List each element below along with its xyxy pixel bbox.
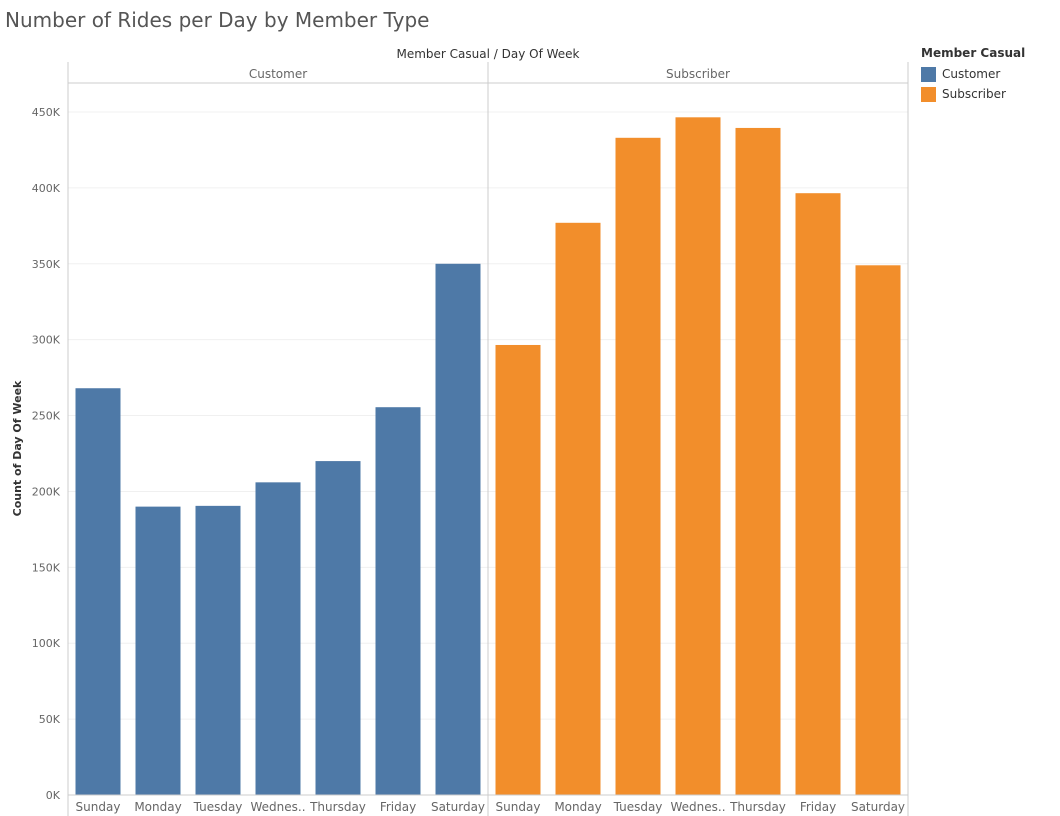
- x-tick-label: Wednes..: [250, 800, 305, 814]
- bar-customer-2: [195, 505, 241, 795]
- bar-subscriber-6: [855, 265, 901, 796]
- bar-customer-5: [375, 407, 421, 795]
- legend-title: Member Casual: [921, 46, 1026, 60]
- legend: Member Casual Customer Subscriber: [921, 46, 1025, 104]
- y-tick-label: 150K: [32, 561, 61, 574]
- bar-customer-1: [135, 506, 181, 795]
- x-tick-label: Sunday: [76, 800, 121, 814]
- y-tick-label: 350K: [32, 258, 61, 271]
- legend-item-subscriber[interactable]: Subscriber: [921, 84, 1025, 104]
- bar-customer-4: [315, 461, 361, 795]
- legend-swatch-customer: [921, 66, 936, 82]
- y-tick-label: 100K: [32, 637, 61, 650]
- x-tick-label: Thursday: [309, 800, 366, 814]
- bar-customer-6: [435, 263, 481, 795]
- x-tick-label: Friday: [380, 800, 416, 814]
- bar-customer-0: [75, 388, 121, 795]
- bar-customer-3: [255, 482, 301, 795]
- panel-header-customer: Customer: [249, 67, 307, 81]
- legend-label-customer: Customer: [942, 67, 1001, 81]
- x-tick-label: Saturday: [851, 800, 905, 814]
- x-tick-label: Wednes..: [670, 800, 725, 814]
- y-tick-label: 300K: [32, 334, 61, 347]
- legend-swatch-subscriber: [921, 86, 936, 102]
- y-tick-label: 250K: [32, 410, 61, 423]
- bar-subscriber-1: [555, 222, 601, 795]
- x-tick-label: Saturday: [431, 800, 485, 814]
- x-tick-label: Thursday: [729, 800, 786, 814]
- x-tick-label: Friday: [800, 800, 836, 814]
- bar-subscriber-5: [795, 193, 841, 795]
- legend-label-subscriber: Subscriber: [942, 87, 1006, 101]
- x-tick-label: Monday: [554, 800, 601, 814]
- x-tick-label: Tuesday: [193, 800, 243, 814]
- y-tick-label: 0K: [46, 789, 61, 802]
- legend-item-customer[interactable]: Customer: [921, 64, 1025, 84]
- bar-subscriber-2: [615, 137, 661, 795]
- chart-title: Number of Rides per Day by Member Type: [5, 8, 430, 32]
- y-tick-label: 450K: [32, 106, 61, 119]
- panel-header-subscriber: Subscriber: [666, 67, 730, 81]
- x-tick-label: Monday: [134, 800, 181, 814]
- bar-subscriber-4: [735, 127, 781, 796]
- y-axis-label: Count of Day Of Week: [11, 380, 24, 516]
- y-tick-label: 50K: [39, 713, 61, 726]
- bar-subscriber-0: [495, 344, 541, 795]
- column-header-title: Member Casual / Day Of Week: [397, 47, 580, 61]
- x-tick-label: Sunday: [496, 800, 541, 814]
- bar-subscriber-3: [675, 117, 721, 795]
- x-tick-label: Tuesday: [613, 800, 663, 814]
- y-tick-label: 400K: [32, 182, 61, 195]
- y-tick-label: 200K: [32, 485, 61, 498]
